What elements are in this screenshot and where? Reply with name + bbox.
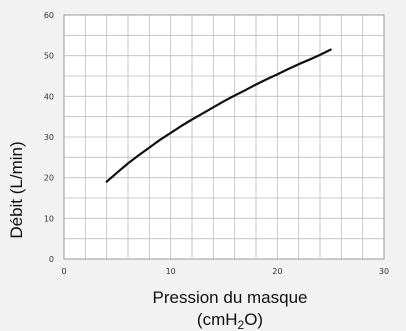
y-tick-label: 40 [44,92,54,101]
x-tick-label: 20 [272,267,282,276]
x-axis-label: Pression du masque [153,288,308,307]
y-axis-label: Débit (L/min) [7,141,26,238]
series-line [105,48,332,183]
x-tick-label: 0 [61,267,66,276]
x-unit-subscript: 2 [238,318,245,331]
y-tick-label: 20 [44,174,54,183]
x-unit-prefix: (cmH [197,310,238,329]
x-tick-label: 30 [379,267,389,276]
y-tick-label: 0 [49,255,54,264]
x-unit-suffix: O) [244,310,263,329]
y-tick-label: 50 [44,52,54,61]
y-tick-label: 10 [44,214,54,223]
x-tick-label: 10 [166,267,176,276]
grid [64,15,384,259]
tick-labels: 0 10 20 30 0 10 20 30 40 50 60 [44,11,389,276]
x-axis-unit-label: (cmH2O) [197,310,263,331]
y-tick-label: 60 [44,11,54,20]
y-tick-label: 30 [44,133,54,142]
